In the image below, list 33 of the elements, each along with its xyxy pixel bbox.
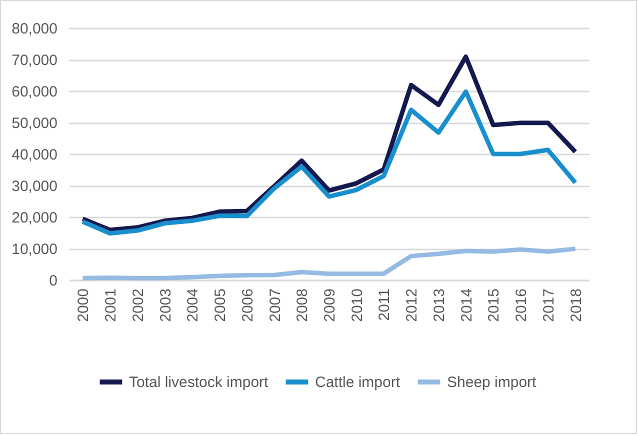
x-tick-label: 2008	[294, 288, 312, 322]
x-tick-label: 2016	[513, 288, 530, 322]
x-tick-label: 2009	[322, 288, 338, 322]
x-tick-label: 2011	[376, 288, 394, 321]
x-tick-label: 2006	[239, 288, 256, 322]
y-tick-label: 40,000	[12, 146, 58, 164]
x-tick-label: 2007	[266, 288, 284, 322]
x-tick-label: 2013	[430, 288, 448, 322]
y-tick-label: 80,000	[12, 20, 58, 38]
x-tick-label: 2005	[212, 288, 230, 322]
y-tick-label: 20,000	[12, 210, 58, 226]
x-tick-label: 2010	[348, 288, 366, 322]
y-tick-label: 30,000	[12, 178, 58, 195]
y-tick-label: 0	[49, 272, 58, 290]
x-tick-label: 2000	[75, 288, 92, 322]
x-tick-label: 2002	[130, 288, 147, 322]
x-tick-label: 2015	[486, 288, 503, 322]
legend-label: Cattle import	[315, 374, 401, 391]
legend-label: Sheep import	[447, 374, 538, 391]
line-series	[80, 54, 578, 232]
x-tick-label: 2001	[102, 288, 120, 322]
x-tick-label: 2014	[458, 288, 476, 322]
x-tick-label: 2003	[157, 288, 174, 322]
x-tick-label: 2018	[568, 288, 585, 322]
x-tick-label: 2012	[404, 288, 421, 322]
y-tick-label: 70,000	[12, 52, 58, 69]
x-tick-label: 2017	[540, 288, 558, 322]
line-series	[80, 89, 578, 236]
y-tick-label: 10,000	[12, 241, 58, 258]
x-tick-label: 2004	[184, 288, 202, 322]
legend-label: Total livestock import	[129, 374, 270, 391]
y-tick-label: 50,000	[12, 115, 58, 132]
y-tick-label: 60,000	[12, 84, 58, 100]
